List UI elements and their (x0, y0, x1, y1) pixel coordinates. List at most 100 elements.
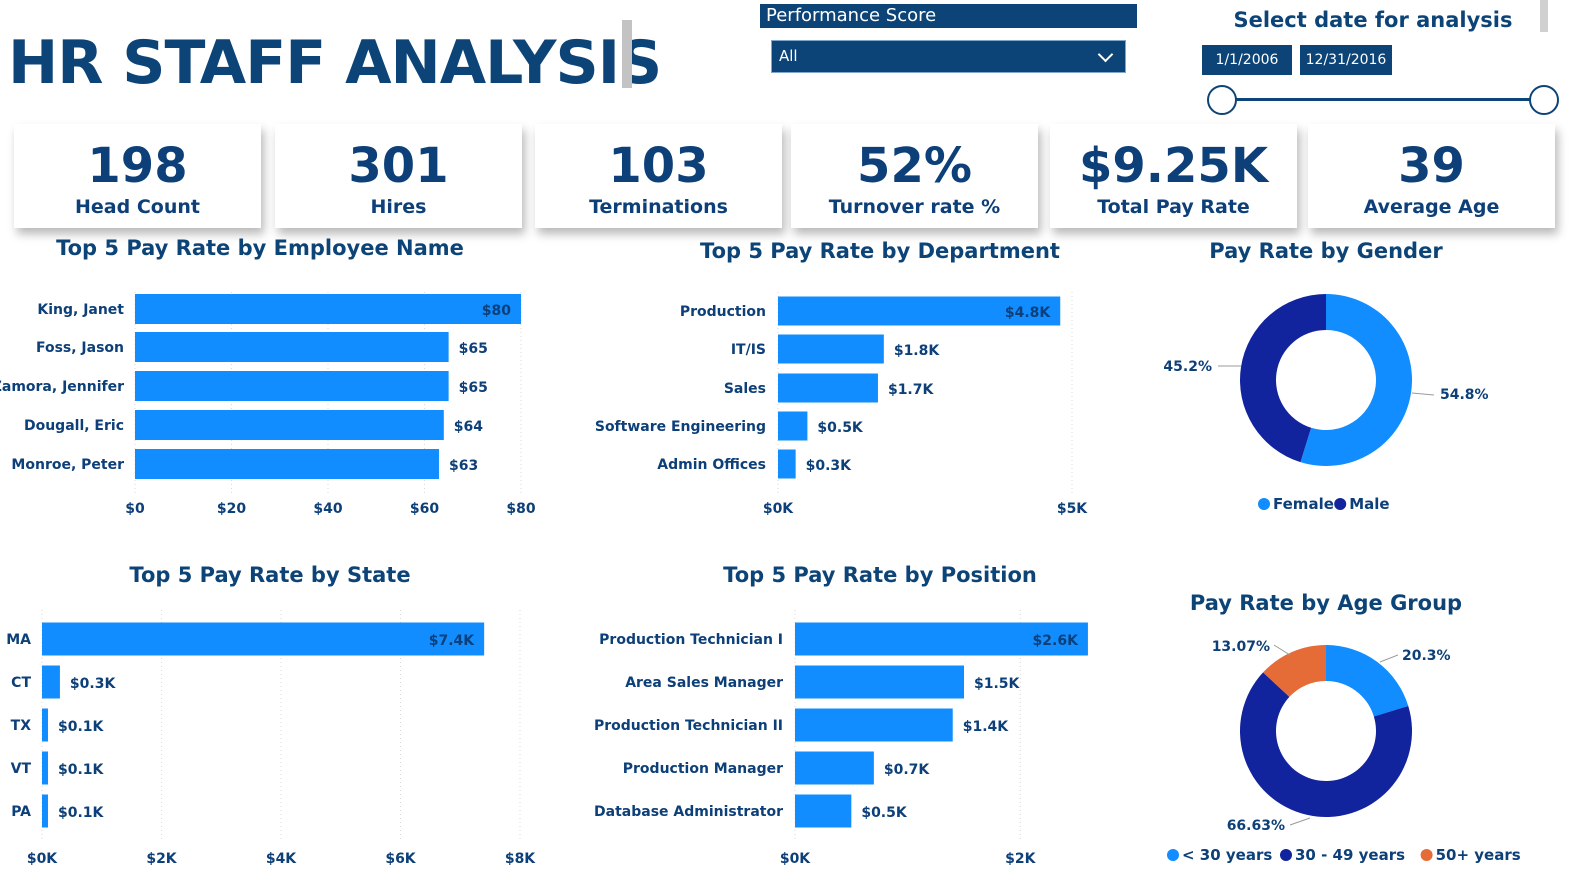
legend-marker (1167, 849, 1179, 861)
date-slicer-title: Select date for analysis (1233, 8, 1513, 32)
bar (778, 296, 1061, 326)
data-label: $0.5K (817, 420, 864, 436)
slicer-scrollbar[interactable] (1540, 0, 1548, 32)
data-label: $0.3K (806, 458, 853, 474)
bar (135, 449, 439, 479)
x-tick-label: $2K (1005, 851, 1036, 867)
donut-slice (1300, 294, 1413, 466)
bar (42, 622, 485, 656)
date-slider-start-handle[interactable] (1207, 85, 1237, 115)
data-label: $7.4K (429, 633, 476, 649)
x-tick-label: $4K (266, 851, 297, 867)
leader-line (1411, 392, 1435, 396)
kpi-value: $9.25K (1078, 138, 1269, 194)
category-label: Admin Offices (657, 457, 766, 473)
kpi-label: Turnover rate % (828, 196, 1001, 218)
x-tick-label: $0K (780, 851, 811, 867)
kpi-label: Total Pay Rate (1097, 196, 1250, 218)
category-label: IT/IS (731, 342, 766, 358)
data-label: $4.8K (1005, 305, 1052, 321)
chart-title-position: Top 5 Pay Rate by Position (723, 563, 1037, 587)
bar (42, 794, 48, 828)
chart-title-employee: Top 5 Pay Rate by Employee Name (56, 236, 464, 260)
kpi-card-average-age: 39 Average Age (1308, 124, 1555, 228)
bar (778, 411, 808, 441)
title-divider (622, 20, 632, 88)
kpi-card-terminations: 103 Terminations (535, 124, 782, 228)
start-date-input[interactable]: 1/1/2006 (1202, 45, 1292, 75)
category-label: Zamora, Jennifer (0, 379, 124, 395)
data-label: $63 (449, 458, 478, 474)
performance-filter-label: Performance Score (760, 4, 1137, 28)
category-label: Production Manager (623, 761, 783, 777)
x-tick-label: $0K (27, 851, 58, 867)
bar (42, 708, 48, 742)
data-label: 45.2% (1163, 359, 1212, 375)
kpi-label: Hires (370, 196, 427, 218)
legend-label: 30 - 49 years (1295, 846, 1405, 864)
bar (42, 665, 60, 699)
data-label: $0.1K (58, 805, 105, 821)
category-label: Production (680, 304, 766, 320)
data-label: $65 (459, 341, 488, 357)
data-label: $80 (482, 303, 511, 319)
kpi-card-head-count: 198 Head Count (14, 124, 261, 228)
kpi-label: Average Age (1363, 196, 1500, 218)
x-tick-label: $60 (410, 501, 439, 517)
x-tick-label: $2K (146, 851, 177, 867)
bar (778, 373, 878, 403)
performance-score-dropdown[interactable]: All (771, 40, 1126, 73)
data-label: $0.3K (70, 676, 117, 692)
data-label: 20.3% (1402, 648, 1451, 664)
bar (42, 751, 48, 785)
date-slider-end-handle[interactable] (1529, 85, 1559, 115)
category-label: Production Technician II (594, 718, 783, 734)
category-label: MA (6, 632, 31, 648)
donut-slice (1240, 294, 1326, 463)
donut-slice (1240, 672, 1412, 818)
x-tick-label: $20 (217, 501, 246, 517)
leader-line (1289, 817, 1311, 826)
data-label: $2.6K (1033, 633, 1080, 649)
x-tick-label: $6K (385, 851, 416, 867)
legend-label: Male (1349, 495, 1389, 513)
kpi-value: 52% (857, 138, 972, 194)
bar (135, 294, 521, 324)
data-label: $0.5K (861, 805, 908, 821)
bar (795, 665, 964, 699)
date-slider-track[interactable] (1222, 98, 1544, 101)
data-label: $1.5K (974, 676, 1021, 692)
bar (795, 708, 953, 742)
data-label: $0.1K (58, 762, 105, 778)
kpi-label: Terminations (589, 196, 728, 218)
data-label: $1.7K (888, 382, 935, 398)
category-label: Dougall, Eric (24, 418, 124, 434)
x-tick-label: $80 (506, 501, 535, 517)
page-title: HR STAFF ANALYSIS (8, 28, 662, 98)
legend-marker (1334, 498, 1347, 510)
chart-title-state: Top 5 Pay Rate by State (129, 563, 411, 587)
category-label: TX (11, 718, 32, 734)
kpi-card-hires: 301 Hires (275, 124, 522, 228)
category-label: PA (11, 804, 31, 820)
data-label: 66.63% (1227, 818, 1285, 834)
category-label: Foss, Jason (36, 340, 124, 356)
category-label: CT (11, 675, 31, 691)
category-label: Software Engineering (595, 419, 766, 435)
kpi-value: 198 (87, 138, 188, 194)
end-date-input[interactable]: 12/31/2016 (1300, 45, 1392, 75)
category-label: Sales (724, 381, 766, 397)
bar (778, 334, 884, 364)
data-label: 13.07% (1212, 639, 1270, 655)
chart-title-age: Pay Rate by Age Group (1189, 591, 1463, 615)
data-label: $1.4K (963, 719, 1010, 735)
data-label: $0.1K (58, 719, 105, 735)
data-label: $64 (454, 419, 483, 435)
bar (135, 410, 444, 440)
kpi-value: 39 (1398, 138, 1465, 194)
bar (778, 449, 796, 479)
donut-slice (1326, 645, 1409, 717)
